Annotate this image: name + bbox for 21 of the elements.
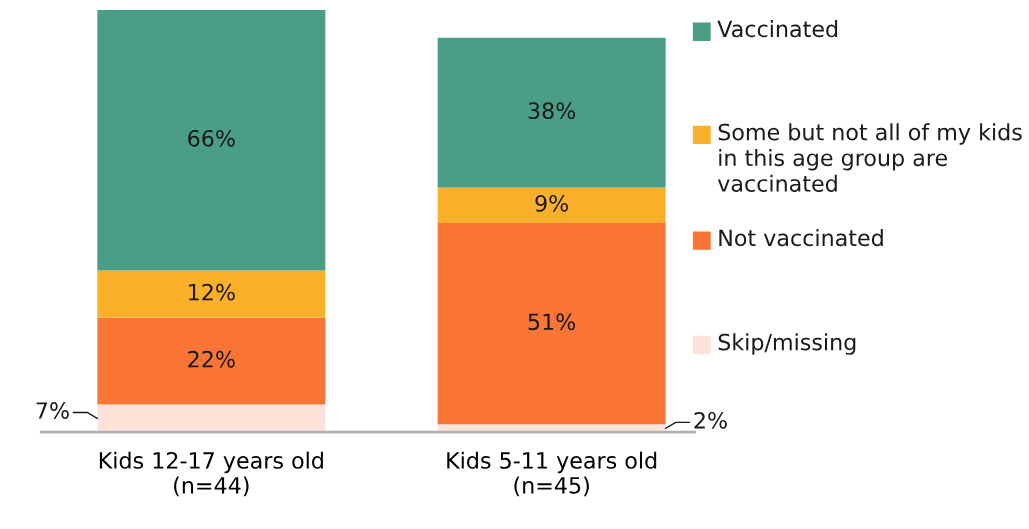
data-label: 7%: [36, 402, 69, 419]
data-label: 22%: [188, 350, 235, 368]
data-label: 66%: [188, 129, 235, 147]
data-label: 51%: [528, 313, 576, 331]
data-label: 9%: [535, 194, 569, 212]
bar: [97, 10, 326, 271]
legend-label: Vaccinated: [717, 20, 838, 38]
bar: [437, 37, 666, 188]
legend-label: Skip/missing: [718, 333, 856, 355]
bar: [437, 223, 666, 425]
bar: [437, 187, 666, 224]
x-tick-label: Kids 12-17 years old (n=44): [99, 451, 323, 497]
bar: [97, 404, 326, 433]
x-tick-label: Kids 5-11 years old (n=45): [447, 451, 657, 497]
legend-label: Not vaccinated: [719, 229, 883, 247]
data-label: 12%: [189, 283, 235, 301]
data-label: 38%: [528, 102, 576, 120]
bar: [97, 317, 326, 405]
bar: [97, 270, 326, 318]
data-label: 2%: [694, 411, 727, 429]
legend-label: Some but not all of my kids in this age group are vaccinated: [717, 123, 1022, 192]
